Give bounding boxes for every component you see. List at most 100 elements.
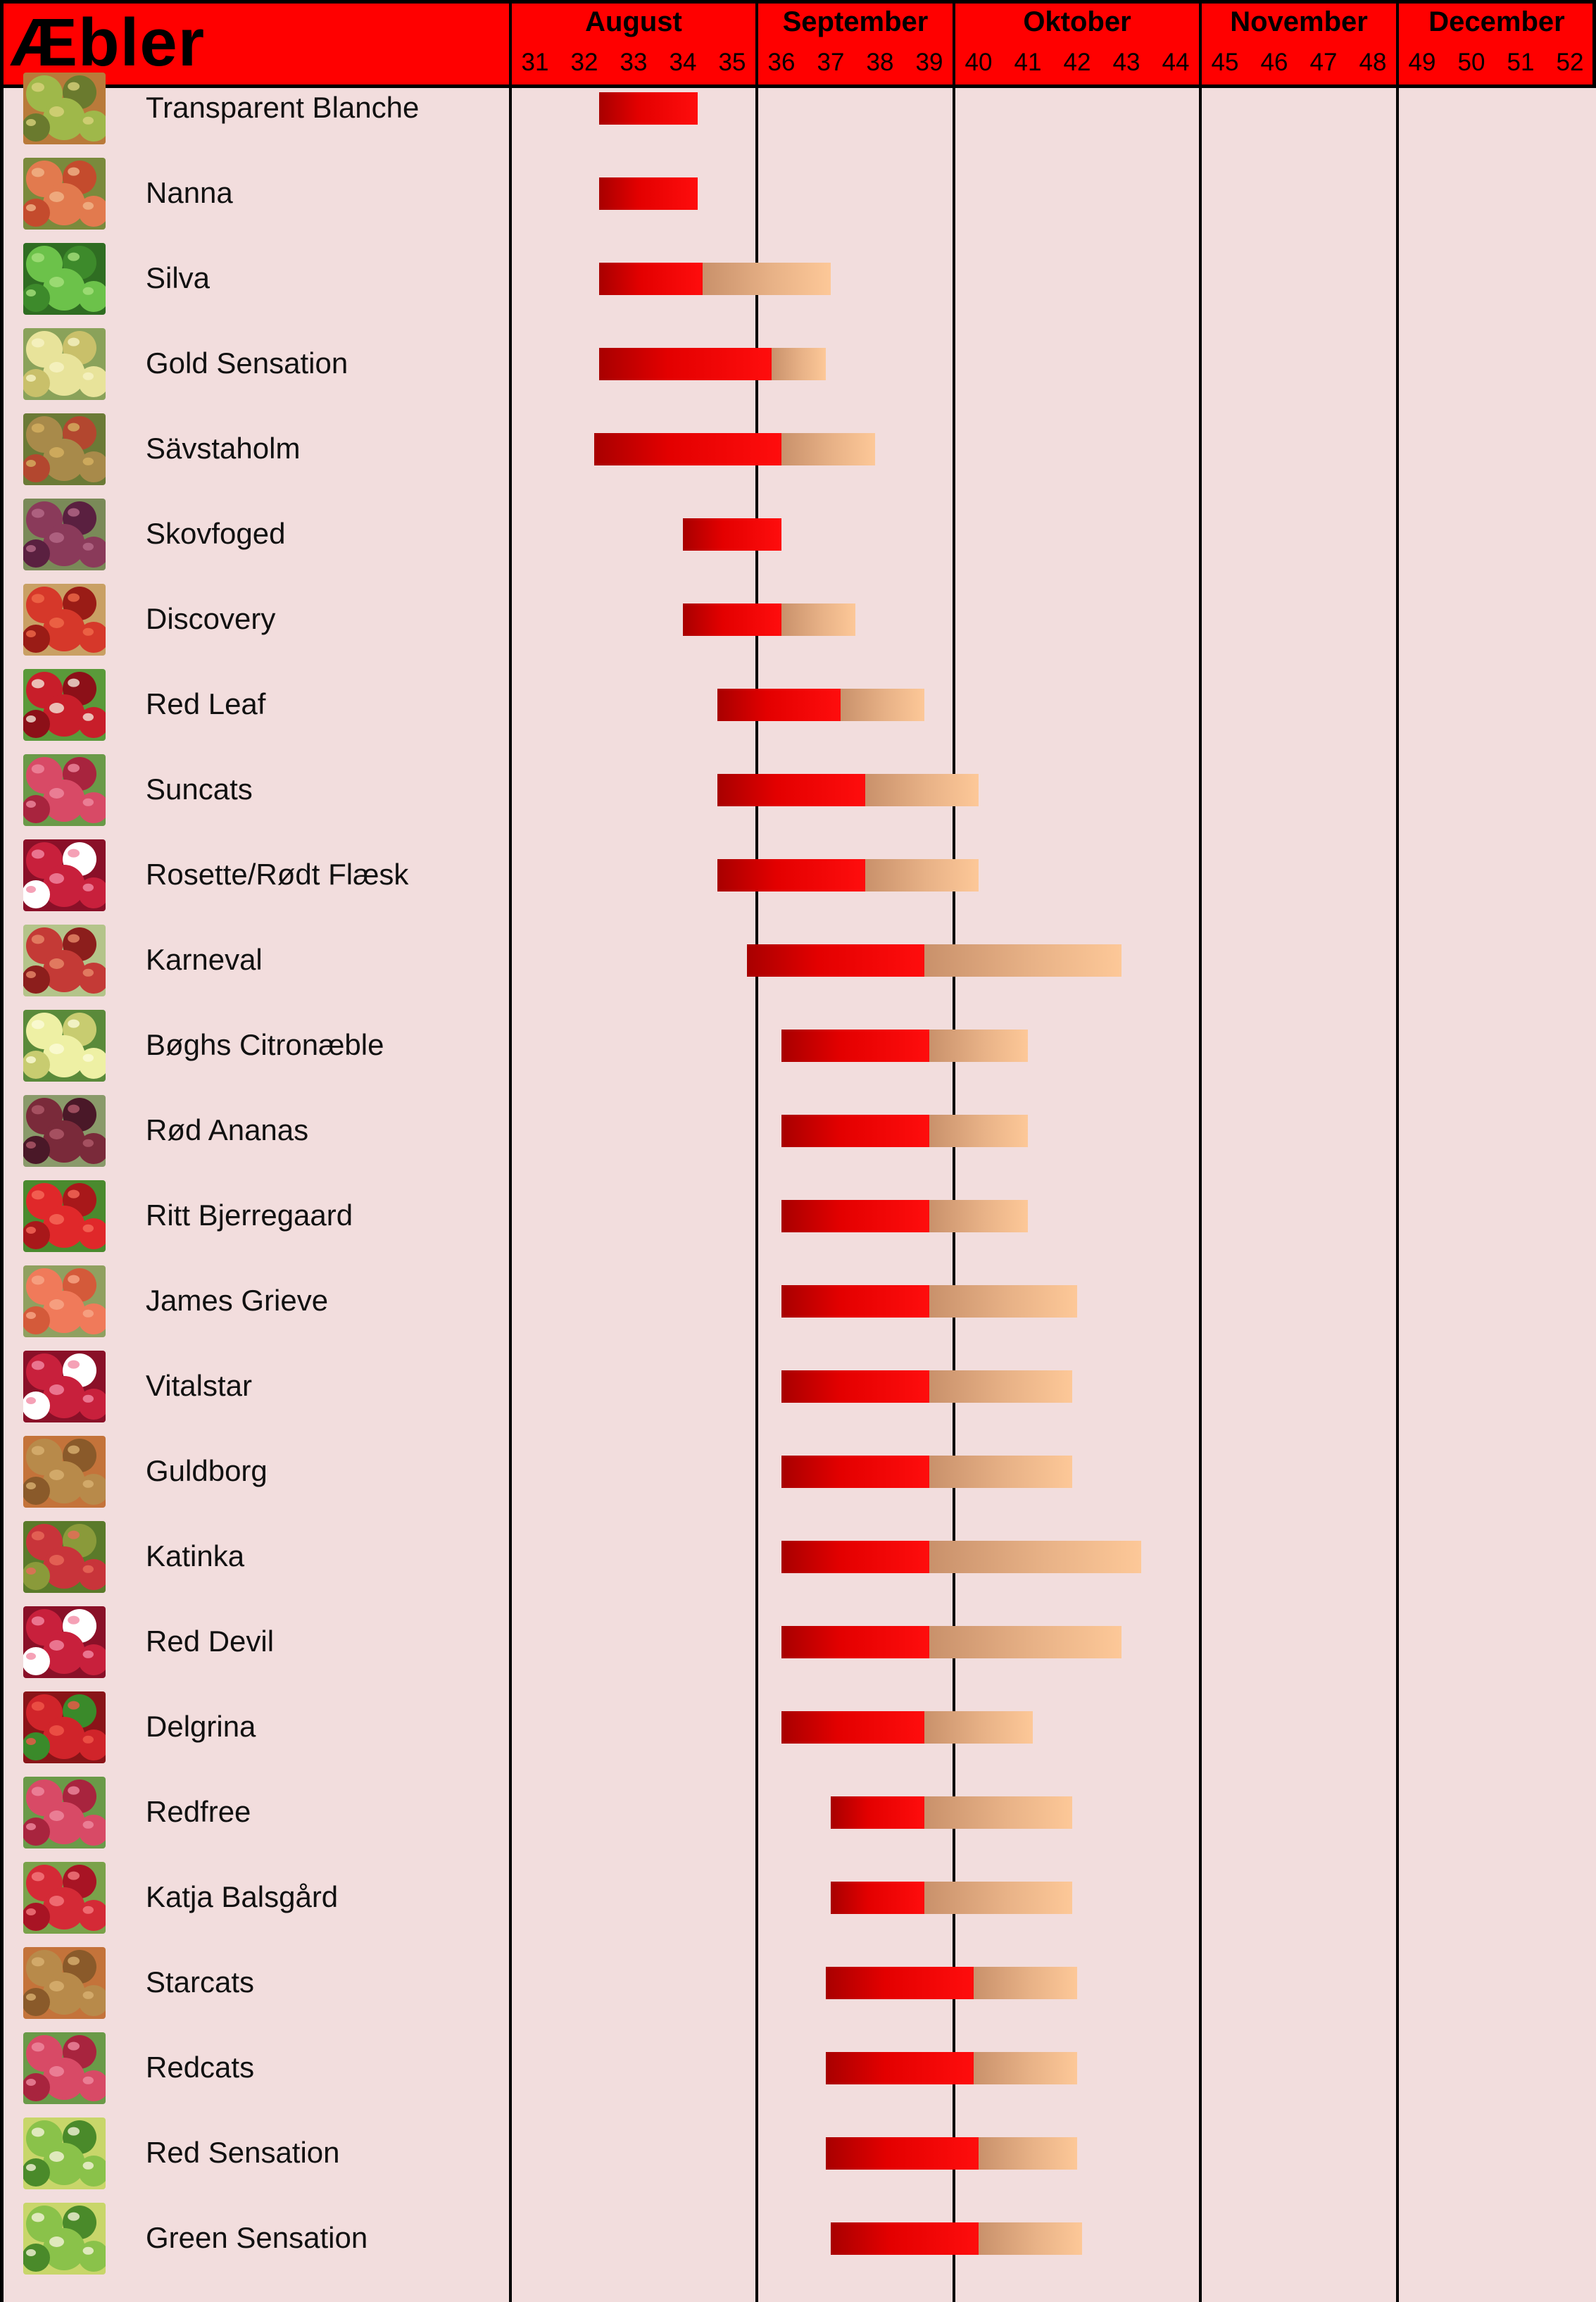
variety-name: Redfree	[146, 1795, 251, 1828]
month-divider	[1199, 0, 1202, 2302]
variety-row: Gold Sensation	[0, 321, 1596, 406]
week-tick-label: 32	[570, 49, 598, 76]
harvest-bar	[683, 603, 781, 636]
variety-row: Discovery	[0, 577, 1596, 662]
storage-bar	[924, 944, 1121, 977]
harvest-bar	[717, 859, 865, 892]
variety-row: Red Devil	[0, 1599, 1596, 1684]
week-tick-label: 49	[1408, 49, 1436, 76]
variety-row: James Grieve	[0, 1258, 1596, 1344]
variety-name: Bøghs Citronæble	[146, 1028, 384, 1061]
variety-name: Rød Ananas	[146, 1113, 309, 1146]
apple-photo-icon	[23, 1691, 106, 1763]
variety-row: Redfree	[0, 1770, 1596, 1855]
month-divider	[1396, 0, 1399, 2302]
apple-photo-icon	[23, 754, 106, 826]
storage-bar	[974, 1967, 1077, 1999]
storage-bar	[979, 2137, 1077, 2170]
variety-name: Starcats	[146, 1965, 255, 1998]
week-tick-label: 35	[718, 49, 746, 76]
apple-photo-icon	[23, 2203, 106, 2275]
apple-photo-icon	[23, 925, 106, 996]
variety-row: Rosette/Rødt Flæsk	[0, 832, 1596, 918]
harvest-bar	[599, 348, 772, 380]
apple-photo-icon	[23, 499, 106, 570]
harvest-bar	[831, 1882, 924, 1914]
variety-row: Rød Ananas	[0, 1088, 1596, 1173]
apple-photo-icon	[23, 73, 106, 144]
week-tick-label: 42	[1063, 49, 1091, 76]
month-label: August	[585, 6, 682, 37]
storage-bar	[929, 1626, 1121, 1658]
harvest-bar	[781, 1626, 929, 1658]
week-tick-label: 51	[1507, 49, 1535, 76]
harvest-bar	[717, 774, 865, 806]
storage-bar	[974, 2052, 1077, 2084]
harvest-bar	[747, 944, 924, 977]
harvest-bar	[781, 1200, 929, 1232]
variety-name: Vitalstar	[146, 1369, 252, 1402]
variety-name: Ritt Bjerregaard	[146, 1199, 353, 1232]
week-tick-label: 36	[767, 49, 796, 76]
apple-photo-icon	[23, 1947, 106, 2019]
apple-photo-icon	[23, 328, 106, 400]
apple-photo-icon	[23, 1436, 106, 1508]
storage-bar	[929, 1285, 1077, 1318]
variety-name: Skovfoged	[146, 517, 286, 550]
storage-bar	[924, 1711, 1033, 1744]
storage-bar	[781, 603, 855, 636]
variety-row: Redcats	[0, 2025, 1596, 2110]
storage-bar	[929, 1541, 1141, 1573]
variety-name: Red Leaf	[146, 687, 266, 720]
variety-name: James Grieve	[146, 1284, 329, 1317]
chart-header: Æbler	[0, 0, 1596, 88]
variety-row: Vitalstar	[0, 1344, 1596, 1429]
harvest-bar	[599, 92, 698, 125]
week-tick-label: 43	[1112, 49, 1141, 76]
frame-left	[0, 0, 4, 2302]
apple-photo-icon	[23, 158, 106, 230]
month-label: Oktober	[1023, 6, 1131, 37]
variety-name: Rosette/Rødt Flæsk	[146, 858, 409, 891]
variety-name: Red Devil	[146, 1625, 275, 1658]
apple-photo-icon	[23, 1180, 106, 1252]
variety-row: Starcats	[0, 1940, 1596, 2025]
harvest-bar	[599, 177, 698, 210]
month-divider	[755, 0, 758, 2302]
variety-row: Red Leaf	[0, 662, 1596, 747]
variety-row: Guldborg	[0, 1429, 1596, 1514]
week-tick-label: 47	[1309, 49, 1338, 76]
week-tick-label: 46	[1260, 49, 1288, 76]
variety-row: Transparent Blanche	[0, 65, 1596, 151]
variety-name: Transparent Blanche	[146, 91, 420, 124]
week-tick-label: 40	[964, 49, 993, 76]
storage-bar	[924, 1796, 1072, 1829]
week-tick-label: 31	[521, 49, 549, 76]
week-tick-label: 52	[1556, 49, 1584, 76]
variety-name: Sävstaholm	[146, 432, 301, 465]
harvest-bar	[826, 2137, 979, 2170]
week-tick-label: 34	[669, 49, 697, 76]
harvest-bar	[781, 1115, 929, 1147]
variety-name: Redcats	[146, 2051, 255, 2084]
apple-photo-icon	[23, 2118, 106, 2189]
apple-photo-icon	[23, 2032, 106, 2104]
variety-row: Katja Balsgård	[0, 1855, 1596, 1940]
label-column-divider	[509, 0, 512, 2302]
harvest-bar	[831, 2222, 979, 2255]
variety-name: Katinka	[146, 1539, 245, 1572]
week-tick-label: 41	[1014, 49, 1042, 76]
harvest-bar	[683, 518, 781, 551]
variety-row: Suncats	[0, 747, 1596, 832]
harvest-bar	[599, 263, 703, 295]
week-tick-label: 38	[866, 49, 894, 76]
variety-name: Red Sensation	[146, 2136, 340, 2169]
variety-row: Skovfoged	[0, 492, 1596, 577]
apple-photo-icon	[23, 1606, 106, 1678]
storage-bar	[929, 1200, 1028, 1232]
variety-name: Guldborg	[146, 1454, 268, 1487]
harvest-bar	[781, 1456, 929, 1488]
harvest-bar	[781, 1711, 924, 1744]
month-divider	[953, 0, 955, 2302]
harvest-bar	[831, 1796, 924, 1829]
